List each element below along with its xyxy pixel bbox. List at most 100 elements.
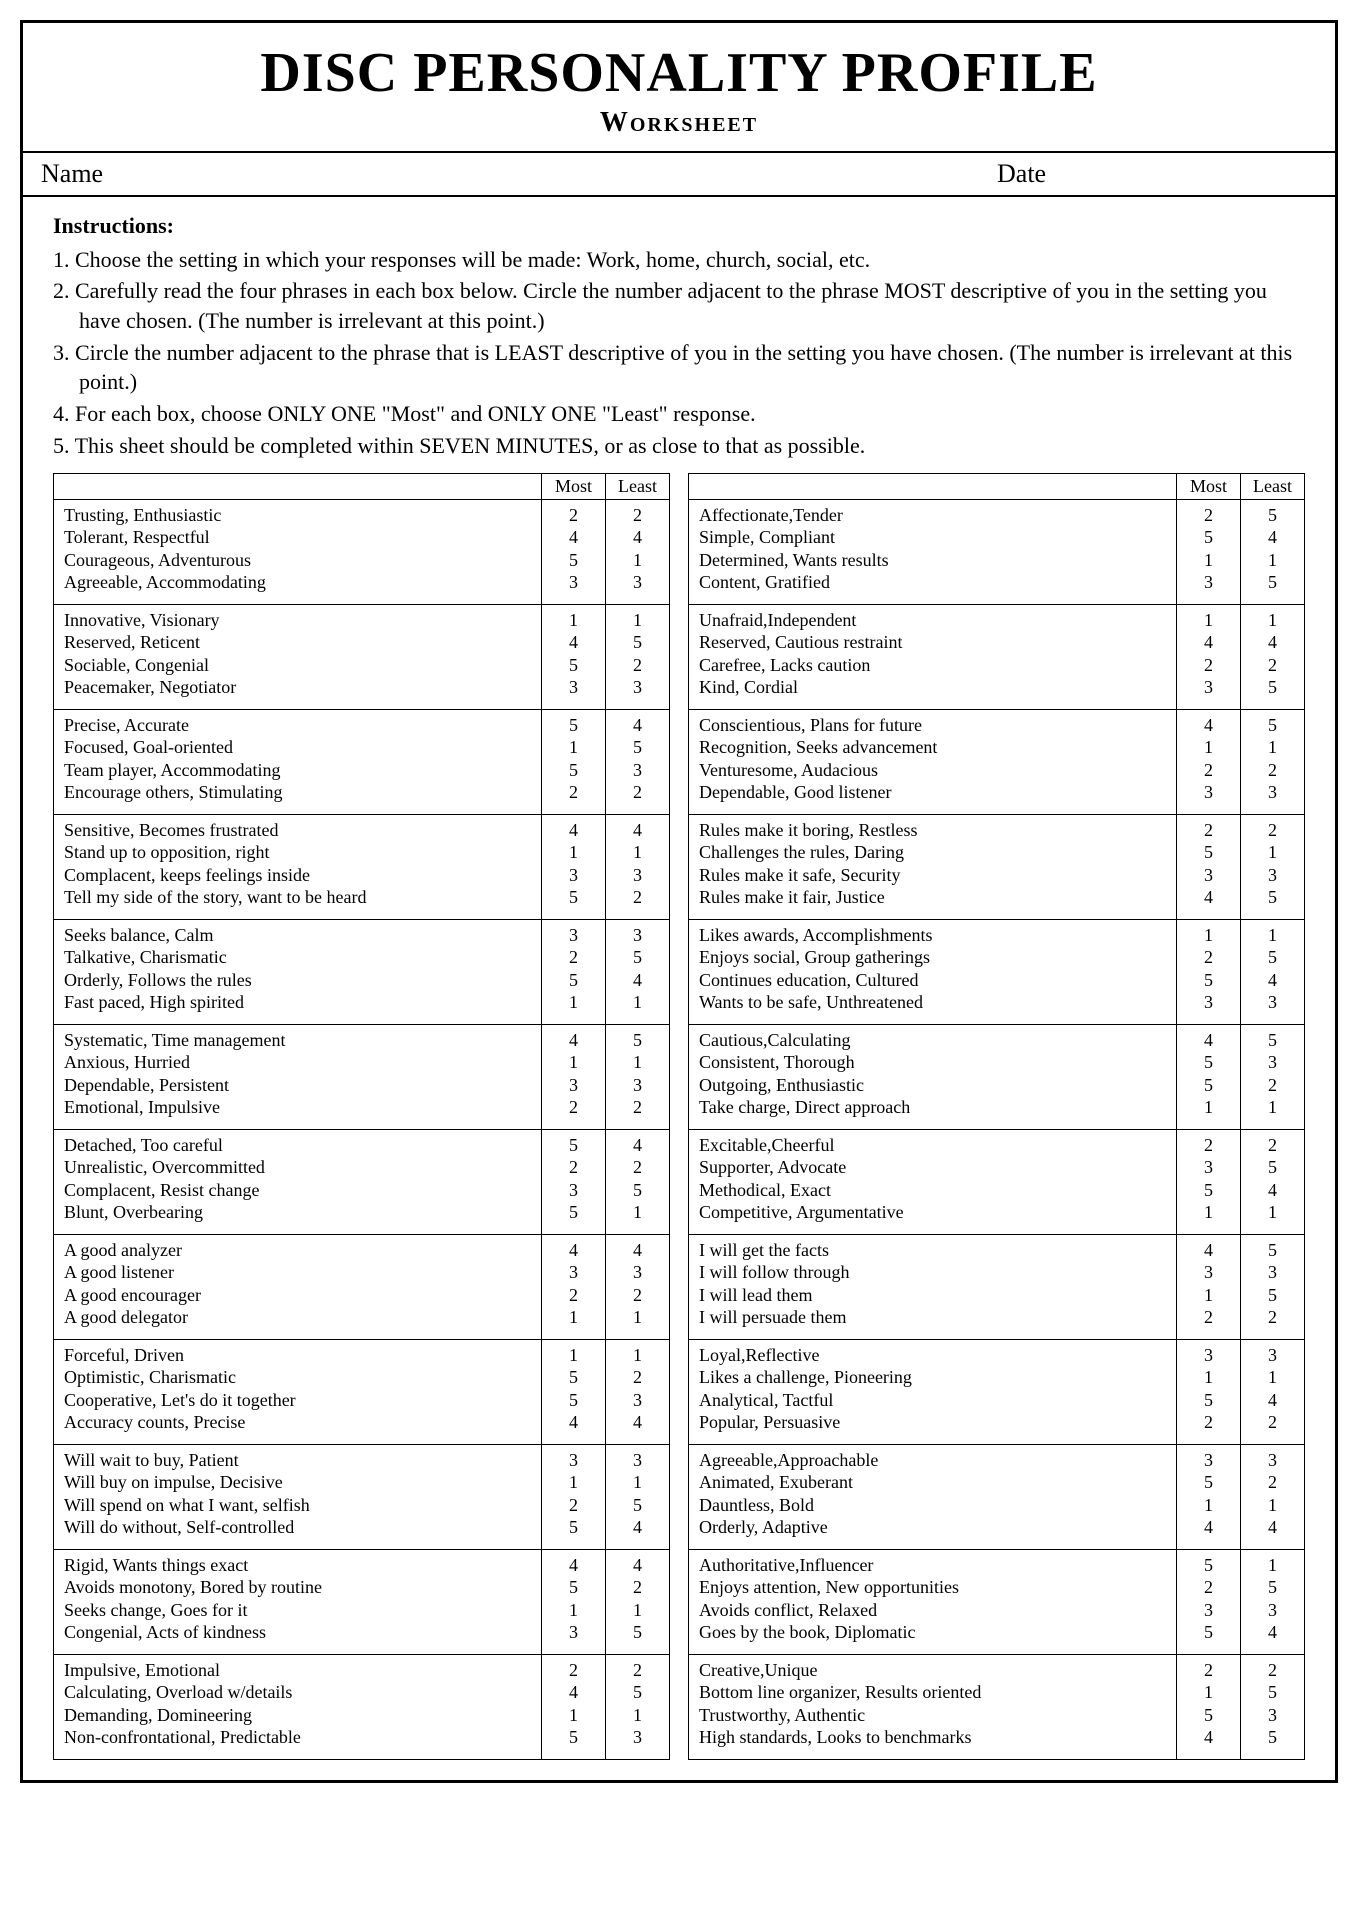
least-cell: 5: [606, 1179, 670, 1202]
least-cell: 1: [606, 991, 670, 1024]
phrase-cell: Will spend on what I want, selfish: [54, 1494, 542, 1517]
phrase-cell: Dependable, Persistent: [54, 1074, 542, 1097]
table-row: Emotional, Impulsive22: [54, 1096, 670, 1129]
least-cell: 1: [1241, 841, 1305, 864]
least-cell: 3: [1241, 1444, 1305, 1471]
table-row: High standards, Looks to benchmarks45: [689, 1726, 1305, 1759]
most-cell: 5: [542, 654, 606, 677]
table-row: A good listener33: [54, 1261, 670, 1284]
most-cell: 5: [1177, 1549, 1241, 1576]
least-cell: 3: [606, 759, 670, 782]
name-label: Name: [41, 159, 997, 189]
table-row: Simple, Compliant54: [689, 526, 1305, 549]
table-row: Agreeable, Accommodating33: [54, 571, 670, 604]
phrase-cell: Competitive, Argumentative: [689, 1201, 1177, 1234]
table-row: I will get the facts45: [689, 1234, 1305, 1261]
phrase-cell: Will wait to buy, Patient: [54, 1444, 542, 1471]
least-cell: 2: [606, 1366, 670, 1389]
most-cell: 5: [1177, 969, 1241, 992]
least-cell: 2: [606, 1156, 670, 1179]
least-cell: 5: [606, 1621, 670, 1654]
phrase-cell: Impulsive, Emotional: [54, 1654, 542, 1681]
most-cell: 4: [1177, 1024, 1241, 1051]
table-row: Avoids conflict, Relaxed33: [689, 1599, 1305, 1622]
least-cell: 1: [1241, 1494, 1305, 1517]
table-row: Precise, Accurate54: [54, 709, 670, 736]
instruction-item: 1. Choose the setting in which your resp…: [53, 245, 1305, 275]
phrase-cell: Accuracy counts, Precise: [54, 1411, 542, 1444]
least-cell: 4: [606, 1234, 670, 1261]
table-row: A good analyzer44: [54, 1234, 670, 1261]
table-row: Trusting, Enthusiastic22: [54, 499, 670, 526]
table-row: Dependable, Good listener33: [689, 781, 1305, 814]
least-cell: 3: [1241, 1051, 1305, 1074]
most-cell: 3: [1177, 676, 1241, 709]
most-cell: 3: [1177, 781, 1241, 814]
phrase-cell: Detached, Too careful: [54, 1129, 542, 1156]
phrase-cell: Innovative, Visionary: [54, 604, 542, 631]
phrase-cell: A good delegator: [54, 1306, 542, 1339]
table-row: Competitive, Argumentative11: [689, 1201, 1305, 1234]
table-row: Reserved, Reticent45: [54, 631, 670, 654]
least-cell: 5: [1241, 1156, 1305, 1179]
phrase-cell: Systematic, Time management: [54, 1024, 542, 1051]
least-cell: 2: [606, 499, 670, 526]
phrase-header: [689, 473, 1177, 499]
least-cell: 4: [1241, 969, 1305, 992]
most-cell: 2: [542, 499, 606, 526]
table-row: Peacemaker, Negotiator33: [54, 676, 670, 709]
most-cell: 5: [542, 709, 606, 736]
most-cell: 2: [1177, 1654, 1241, 1681]
phrase-cell: Methodical, Exact: [689, 1179, 1177, 1202]
least-header: Least: [1241, 473, 1305, 499]
least-cell: 2: [606, 1284, 670, 1307]
least-cell: 4: [1241, 1621, 1305, 1654]
most-cell: 5: [542, 1201, 606, 1234]
table-row: Fast paced, High spirited11: [54, 991, 670, 1024]
least-cell: 3: [1241, 1704, 1305, 1727]
least-cell: 3: [606, 1726, 670, 1759]
least-cell: 1: [606, 549, 670, 572]
most-cell: 3: [542, 1261, 606, 1284]
most-cell: 4: [542, 1681, 606, 1704]
least-cell: 1: [1241, 1549, 1305, 1576]
least-cell: 2: [606, 1096, 670, 1129]
table-row: Anxious, Hurried11: [54, 1051, 670, 1074]
phrase-cell: Demanding, Domineering: [54, 1704, 542, 1727]
phrase-cell: Affectionate,Tender: [689, 499, 1177, 526]
phrase-cell: Loyal,Reflective: [689, 1339, 1177, 1366]
least-cell: 5: [1241, 946, 1305, 969]
most-cell: 3: [1177, 1156, 1241, 1179]
most-header: Most: [542, 473, 606, 499]
instructions-block: Instructions: 1. Choose the setting in w…: [23, 197, 1335, 473]
phrase-cell: Kind, Cordial: [689, 676, 1177, 709]
least-cell: 2: [1241, 1471, 1305, 1494]
least-cell: 1: [606, 604, 670, 631]
meta-row: Name Date: [23, 151, 1335, 197]
phrase-cell: Calculating, Overload w/details: [54, 1681, 542, 1704]
phrase-cell: Dependable, Good listener: [689, 781, 1177, 814]
least-cell: 1: [606, 1599, 670, 1622]
most-cell: 3: [1177, 1339, 1241, 1366]
least-cell: 1: [1241, 604, 1305, 631]
phrase-cell: Venturesome, Audacious: [689, 759, 1177, 782]
most-cell: 3: [542, 919, 606, 946]
instructions-title: Instructions:: [53, 211, 1305, 241]
table-row: Enjoys social, Group gatherings25: [689, 946, 1305, 969]
table-row: Impulsive, Emotional22: [54, 1654, 670, 1681]
phrase-cell: I will lead them: [689, 1284, 1177, 1307]
least-cell: 1: [606, 841, 670, 864]
phrase-cell: Trustworthy, Authentic: [689, 1704, 1177, 1727]
table-row: Focused, Goal-oriented15: [54, 736, 670, 759]
least-cell: 2: [606, 886, 670, 919]
table-row: Goes by the book, Diplomatic54: [689, 1621, 1305, 1654]
least-cell: 1: [1241, 1366, 1305, 1389]
least-cell: 5: [606, 946, 670, 969]
phrase-cell: High standards, Looks to benchmarks: [689, 1726, 1177, 1759]
table-row: Seeks balance, Calm33: [54, 919, 670, 946]
most-cell: 5: [542, 1129, 606, 1156]
table-row: Rules make it fair, Justice45: [689, 886, 1305, 919]
least-cell: 2: [606, 1576, 670, 1599]
phrase-cell: Team player, Accommodating: [54, 759, 542, 782]
phrase-cell: Seeks change, Goes for it: [54, 1599, 542, 1622]
